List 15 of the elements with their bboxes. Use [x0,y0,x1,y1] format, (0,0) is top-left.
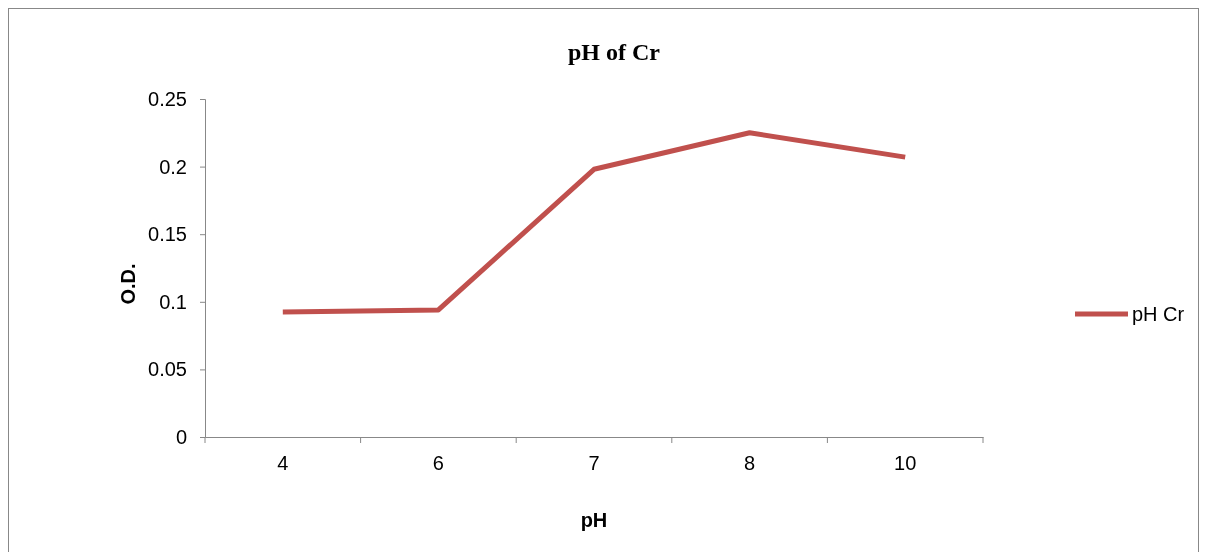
x-tick-label: 8 [744,452,756,474]
x-axis-title: pH [580,509,608,531]
y-tick-label: 0.2 [159,155,187,178]
x-tick-label: 7 [588,452,600,474]
legend-label: pH Cr [1132,303,1185,325]
y-tick-label: 0.05 [148,358,187,381]
y-axis-title: O.D. [117,263,139,305]
y-tick-label: 0 [175,425,187,448]
chart-title: pH of Cr [568,39,661,65]
x-tick-label: 10 [894,452,917,474]
x-tick-label: 6 [432,452,444,474]
y-tick-label: 0.25 [148,87,187,110]
y-tick-label: 0.1 [159,290,187,313]
x-tick-label: 4 [277,452,289,474]
y-tick-label: 0.15 [148,223,187,246]
